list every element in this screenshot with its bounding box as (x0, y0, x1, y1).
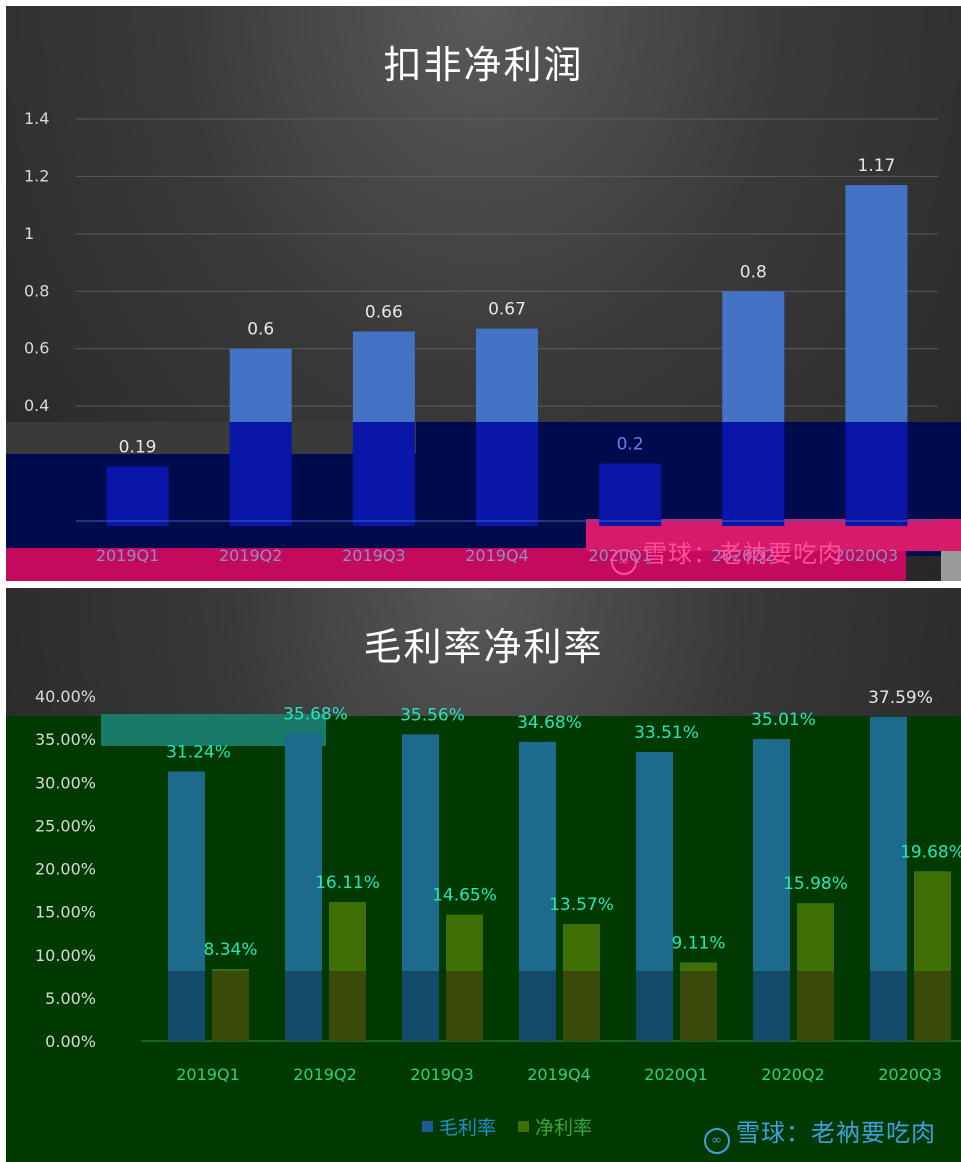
data-label: 8.34% (203, 940, 257, 960)
data-label: 34.68% (517, 713, 582, 733)
data-label: 0.2 (617, 435, 644, 455)
data-label: 33.51% (634, 723, 699, 743)
x-tick-label: 2019Q1 (96, 546, 160, 565)
data-label: 0.8 (740, 262, 767, 282)
bar-overlay-segment (106, 466, 169, 526)
y-tick-label: 1 (24, 224, 34, 243)
snowball-logo-icon: ∞ (704, 1128, 730, 1154)
bar-overlay-segment (352, 422, 415, 526)
bar-net-margin-shade (212, 971, 249, 1041)
bar-overlay-segment (722, 422, 785, 526)
x-tick-label: 2019Q3 (342, 546, 406, 565)
watermark: ∞ 雪球：老衲要吃肉 (704, 1113, 936, 1154)
bar-gross-margin-shade (636, 971, 673, 1041)
y-tick-label: 15.00% (35, 903, 96, 922)
chart-title: 扣非净利润 (383, 43, 584, 87)
y-tick-label: 35.00% (35, 730, 96, 749)
legend-item-net-margin: 净利率 (518, 1113, 592, 1140)
data-label: 9.11% (671, 933, 725, 953)
bar-overlay-segment (599, 463, 662, 526)
data-label: 15.98% (783, 874, 848, 894)
x-tick-label: 2020Q2 (712, 546, 776, 565)
y-tick-label: 5.00% (45, 989, 96, 1008)
watermark: ∞ 雪球：老衲要吃肉 (611, 534, 843, 575)
watermark-text: 雪球：老衲要吃肉 (643, 540, 843, 568)
y-tick-label: 1.4 (24, 109, 49, 128)
snowball-logo-icon: ∞ (611, 549, 637, 575)
x-tick-label: 2019Q1 (176, 1065, 240, 1084)
bar-net-margin-shade (329, 971, 366, 1041)
bar-net-margin-shade (914, 971, 951, 1041)
x-tick-label: 2020Q3 (878, 1065, 942, 1084)
bar-net-margin-shade (563, 971, 600, 1041)
data-label: 14.65% (432, 886, 497, 906)
legend-label: 毛利率 (439, 1117, 497, 1139)
data-label: 31.24% (166, 743, 231, 763)
y-tick-label: 20.00% (35, 860, 96, 879)
data-label: 16.11% (315, 873, 380, 893)
y-tick-label: 25.00% (35, 816, 96, 835)
bar-chart-deducted-net-profit: 00.20.40.60.811.21.40.190.60.660.670.20.… (6, 109, 961, 581)
data-label: 1.17 (857, 156, 895, 176)
chart-legend: 毛利率 净利率 (422, 1113, 592, 1140)
y-tick-label: 0.4 (24, 396, 49, 415)
x-tick-label: 2020Q3 (835, 546, 899, 565)
data-label: 35.56% (400, 705, 465, 725)
legend-swatch (518, 1121, 530, 1132)
overlay-grey-block (941, 551, 961, 581)
data-label: 0.67 (488, 300, 526, 320)
overlay-gap (6, 422, 416, 454)
bar-gross-margin-shade (168, 971, 205, 1041)
x-tick-label: 2019Q2 (293, 1065, 357, 1084)
y-tick-label: 0.8 (24, 281, 49, 300)
bar-gross-margin-shade (285, 971, 322, 1041)
legend-swatch (422, 1121, 433, 1132)
y-tick-label: 10.00% (35, 946, 96, 965)
legend-item-gross-margin: 毛利率 (422, 1113, 496, 1140)
x-tick-label: 2019Q3 (410, 1065, 474, 1084)
data-label: 0.19 (119, 437, 157, 457)
bar-gross-margin-shade (402, 971, 439, 1041)
y-tick-label: 1.2 (24, 166, 49, 185)
bar-chart-gross-net-margin: 0.00% 5.00% 10.00% 15.00% 20.00% 25.00% 30.00%… (6, 687, 961, 1162)
x-tick-label: 2019Q2 (219, 546, 283, 565)
bar-net-margin-shade (446, 971, 483, 1041)
x-tick-label: 2019Q4 (465, 546, 529, 565)
chart-panel-margin: 毛利率净利率 0.00% 5.00% 10.00% 15.00% 20.00% 25.00… (6, 588, 961, 1162)
y-tick-label: 0.00% (45, 1032, 96, 1051)
bar-gross-margin-shade (870, 971, 907, 1041)
legend-label: 净利率 (535, 1117, 593, 1139)
data-label: 35.68% (283, 704, 348, 724)
watermark-text: 雪球：老衲要吃肉 (736, 1119, 936, 1147)
data-label: 0.66 (365, 302, 403, 322)
bar-overlay-segment (229, 422, 292, 526)
bar-net-margin-shade (797, 971, 834, 1041)
data-label: 19.68% (900, 842, 961, 862)
bar-overlay-segment (476, 422, 538, 526)
data-label: 0.6 (247, 320, 274, 340)
x-tick-label: 2020Q1 (644, 1065, 708, 1084)
bar-gross-margin-shade (753, 971, 790, 1041)
chart-panel-deducted-net-profit: 扣非净利润 00.20.40.60.811.21.40.190.60.660.6… (6, 6, 961, 581)
y-tick-label: 0.6 (24, 339, 49, 358)
data-label: 37.59% (868, 688, 933, 708)
bar-net-margin-shade (680, 971, 717, 1041)
y-tick-label: 40.00% (35, 687, 96, 706)
bar-overlay-segment (845, 422, 908, 526)
x-tick-label: 2020Q2 (761, 1065, 825, 1084)
x-tick-label: 2019Q4 (527, 1065, 591, 1084)
chart-title: 毛利率净利率 (363, 625, 604, 669)
y-tick-label: 30.00% (35, 773, 96, 792)
overlay-bottom-band (6, 548, 906, 581)
bar-gross-margin-shade (519, 971, 556, 1041)
data-label: 35.01% (751, 710, 816, 730)
data-label: 13.57% (549, 895, 614, 915)
